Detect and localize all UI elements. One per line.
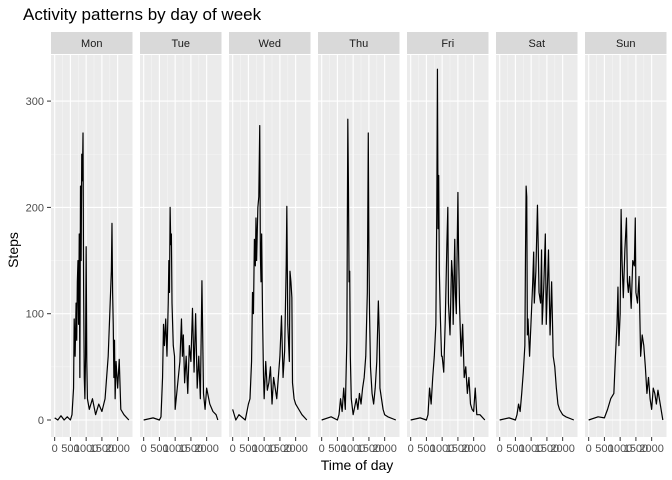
series-line-thu	[321, 118, 397, 421]
series-line-mon	[54, 132, 130, 421]
x-axis-title: Time of day	[321, 457, 394, 473]
series-line-fri	[410, 68, 486, 421]
x-tick-label: 0	[319, 443, 325, 455]
x-tick-label: 0	[408, 443, 414, 455]
x-tick-label: 0	[586, 443, 592, 455]
x-tick-label: 1500	[268, 443, 292, 455]
y-axis-title: Steps	[5, 232, 21, 268]
x-tick-label: 2000	[283, 443, 307, 455]
facet-strip	[496, 32, 578, 54]
x-tick-label: 500	[150, 443, 168, 455]
facet-strip-label: Fri	[441, 38, 454, 50]
x-tick-label: 1000	[430, 443, 454, 455]
x-tick-label: 1000	[252, 443, 276, 455]
x-tick-label: 500	[506, 443, 524, 455]
x-tick-label: 1500	[624, 443, 648, 455]
chart-title: Activity patterns by day of week	[23, 5, 262, 24]
y-tick-label: 0	[38, 415, 44, 427]
y-tick-label: 100	[26, 309, 44, 321]
x-tick-label: 2000	[105, 443, 129, 455]
facet-strip	[51, 32, 133, 54]
x-tick-label: 1000	[341, 443, 365, 455]
x-tick-label: 0	[230, 443, 236, 455]
panel-background	[318, 55, 400, 437]
x-tick-label: 500	[239, 443, 257, 455]
x-tick-label: 1500	[179, 443, 203, 455]
series-line-sat	[499, 185, 575, 421]
panel-background	[140, 55, 222, 437]
x-tick-label: 2000	[639, 443, 663, 455]
x-tick-label: 1000	[163, 443, 187, 455]
x-tick-label: 500	[61, 443, 79, 455]
x-tick-label: 1000	[74, 443, 98, 455]
x-tick-label: 1000	[608, 443, 632, 455]
x-tick-label: 1500	[446, 443, 470, 455]
facet-strip	[407, 32, 489, 54]
series-line-tue	[143, 206, 219, 421]
x-tick-label: 500	[417, 443, 435, 455]
facet-strip-label: Sat	[528, 38, 545, 50]
x-tick-label: 2000	[194, 443, 218, 455]
facet-strip-label: Sun	[616, 38, 636, 50]
x-tick-label: 1500	[90, 443, 114, 455]
facet-strip-label: Mon	[81, 38, 102, 50]
facet-strip-label: Tue	[171, 38, 190, 50]
x-tick-label: 0	[497, 443, 503, 455]
x-tick-label: 2000	[372, 443, 396, 455]
series-line-sun	[588, 208, 664, 421]
x-tick-label: 1000	[519, 443, 543, 455]
x-tick-label: 500	[595, 443, 613, 455]
facet-strip-label: Wed	[259, 38, 281, 50]
panel-background	[585, 55, 667, 437]
x-tick-label: 1500	[357, 443, 381, 455]
y-tick-label: 300	[26, 96, 44, 108]
y-tick-label: 200	[26, 202, 44, 214]
x-tick-label: 0	[52, 443, 58, 455]
series-line-wed	[232, 124, 308, 421]
x-tick-label: 1500	[535, 443, 559, 455]
facet-strip	[585, 32, 667, 54]
facet-strip-label: Thu	[349, 38, 368, 50]
x-tick-label: 2000	[461, 443, 485, 455]
x-tick-label: 2000	[550, 443, 574, 455]
facet-strip	[140, 32, 222, 54]
facet-strip	[229, 32, 311, 54]
x-tick-label: 500	[328, 443, 346, 455]
x-tick-label: 0	[141, 443, 147, 455]
facet-strip	[318, 32, 400, 54]
